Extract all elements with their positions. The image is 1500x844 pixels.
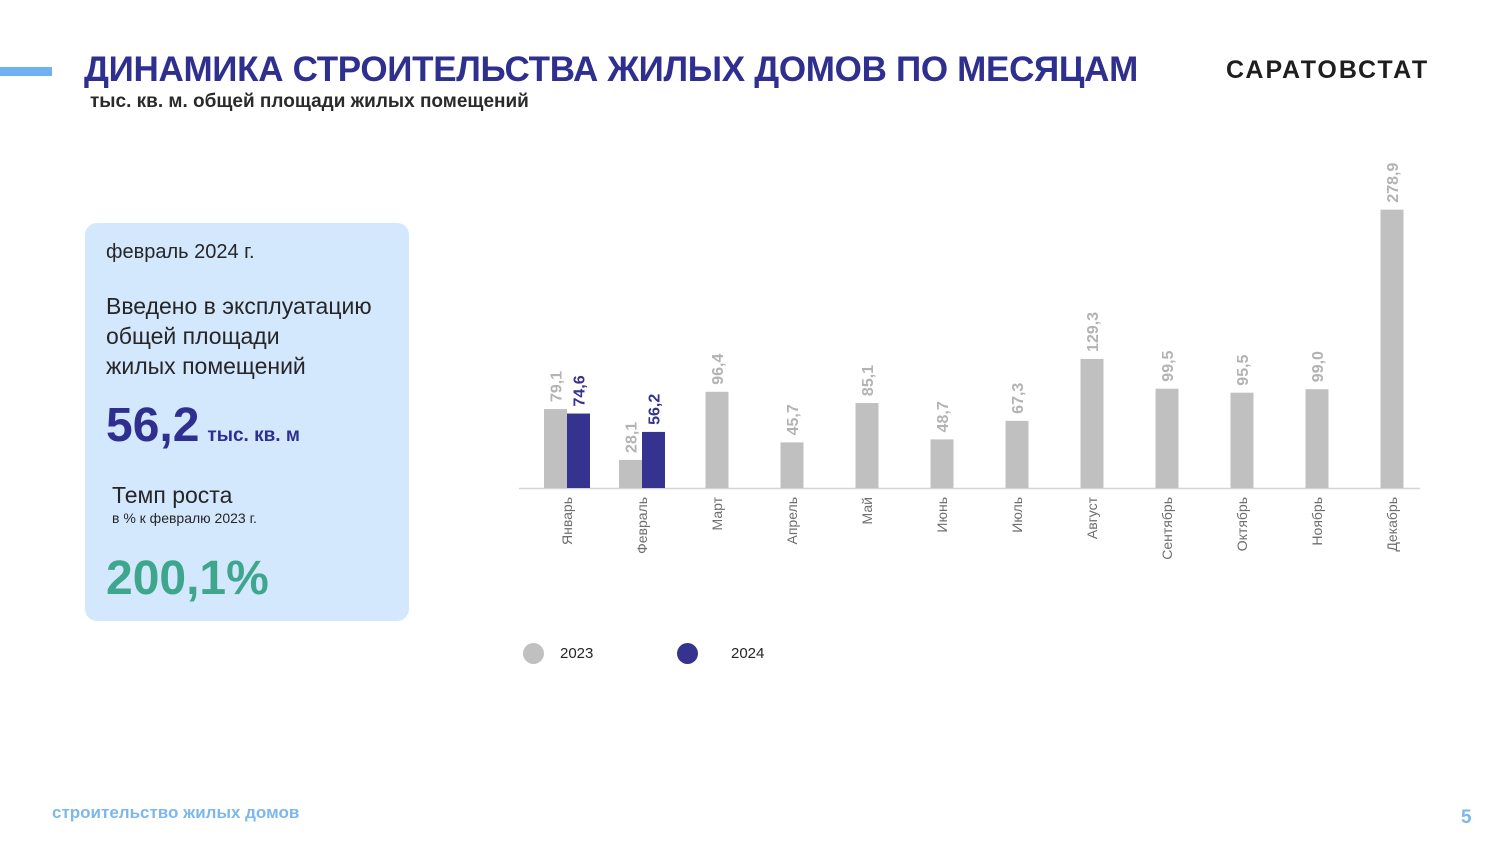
bar-2023-8 bbox=[1155, 388, 1179, 488]
data-label-2023-0: 79,1 bbox=[549, 371, 566, 402]
data-label-2023-11: 278,9 bbox=[1385, 163, 1402, 203]
legend-swatch-2024 bbox=[677, 643, 698, 664]
page-title: ДИНАМИКА СТРОИТЕЛЬСТВА ЖИЛЫХ ДОМОВ ПО МЕ… bbox=[84, 50, 1139, 89]
card-value-number: 56,2 bbox=[106, 399, 200, 452]
category-label-0: Январь bbox=[559, 497, 575, 545]
data-label-2023-5: 48,7 bbox=[935, 401, 952, 432]
category-label-3: Апрель bbox=[784, 497, 800, 545]
category-label-8: Сентябрь bbox=[1159, 497, 1175, 560]
category-label-2: Март bbox=[709, 496, 725, 530]
bar-2023-2 bbox=[705, 391, 729, 488]
card-period: февраль 2024 г. bbox=[106, 241, 255, 263]
card-value: 56,2 тыс. кв. м bbox=[106, 398, 300, 453]
data-label-2023-4: 85,1 bbox=[860, 365, 877, 396]
title-accent-bar bbox=[0, 67, 52, 76]
category-label-11: Декабрь bbox=[1384, 497, 1400, 552]
data-label-2023-9: 95,5 bbox=[1235, 354, 1252, 385]
bar-2023-9 bbox=[1230, 392, 1254, 488]
data-label-2023-7: 129,3 bbox=[1085, 312, 1102, 352]
card-description: Введено в эксплуатацию общей площади жил… bbox=[106, 293, 372, 379]
data-label-2023-1: 28,1 bbox=[624, 422, 641, 453]
legend-item-2024: 2024 bbox=[677, 643, 764, 664]
footer-section-label: строительство жилых домов bbox=[52, 803, 300, 822]
category-label-7: Август bbox=[1084, 496, 1100, 539]
bar-2023-10 bbox=[1305, 389, 1329, 488]
bar-2023-7 bbox=[1080, 358, 1104, 488]
bar-2023-5 bbox=[930, 439, 954, 488]
growth-title: Темп роста bbox=[112, 482, 233, 508]
bar-2023-4 bbox=[855, 403, 879, 488]
bar-2024-0 bbox=[567, 413, 590, 488]
legend-item-2023: 2023 bbox=[523, 643, 593, 664]
page-subtitle: тыс. кв. м. общей площади жилых помещени… bbox=[90, 91, 529, 112]
bar-2023-6 bbox=[1005, 420, 1029, 488]
category-label-4: Май bbox=[859, 497, 875, 524]
page-number: 5 bbox=[1461, 807, 1472, 828]
brand-logo-text: САРАТОВСТАТ bbox=[1226, 56, 1430, 84]
bar-2023-11 bbox=[1380, 209, 1404, 488]
data-label-2023-10: 99,0 bbox=[1310, 351, 1327, 382]
legend-swatch-2023 bbox=[523, 643, 544, 664]
category-label-5: Июнь bbox=[934, 497, 950, 533]
bar-2023-3 bbox=[780, 442, 804, 488]
data-label-2023-3: 45,7 bbox=[785, 404, 802, 435]
data-label-2023-6: 67,3 bbox=[1010, 383, 1027, 414]
data-label-2023-2: 96,4 bbox=[710, 354, 727, 385]
bar-2024-1 bbox=[642, 431, 665, 488]
legend-label-2024: 2024 bbox=[731, 645, 765, 662]
category-label-9: Октябрь bbox=[1234, 497, 1250, 551]
data-label-2023-8: 99,5 bbox=[1160, 350, 1177, 381]
bar-2023-1 bbox=[619, 459, 642, 488]
summary-card: февраль 2024 г. Введено в эксплуатацию о… bbox=[85, 223, 409, 621]
growth-value: 200,1% bbox=[106, 552, 269, 605]
growth-note: в % к февралю 2023 г. bbox=[112, 510, 257, 526]
bar-2023-0 bbox=[544, 409, 567, 488]
category-label-10: Ноябрь bbox=[1309, 497, 1325, 546]
category-label-1: Февраль bbox=[634, 497, 650, 554]
category-label-6: Июль bbox=[1009, 497, 1025, 533]
data-label-2024-1: 56,2 bbox=[647, 394, 664, 425]
card-value-unit: тыс. кв. м bbox=[207, 425, 300, 446]
data-label-2024-0: 74,6 bbox=[572, 375, 589, 406]
legend-label-2023: 2023 bbox=[560, 645, 594, 662]
